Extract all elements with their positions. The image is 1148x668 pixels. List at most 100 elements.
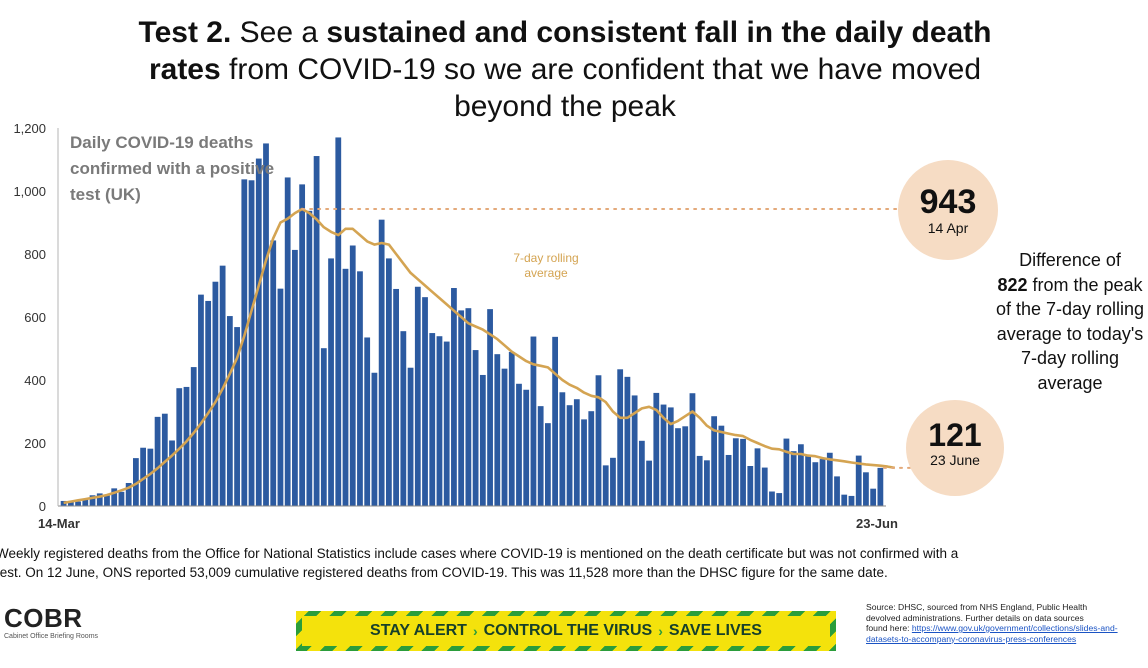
- bar: [183, 386, 190, 506]
- latest-circle: 121 23 June: [906, 400, 1004, 496]
- bar: [133, 458, 139, 506]
- bar: [487, 309, 493, 507]
- bar: [566, 405, 573, 506]
- y-tick-label: 800: [24, 247, 46, 262]
- y-tick-label: 0: [39, 499, 46, 514]
- y-tick-label: 200: [24, 436, 46, 451]
- bar: [732, 438, 739, 506]
- bar: [263, 143, 269, 506]
- bar: [624, 376, 631, 506]
- bar: [610, 457, 616, 506]
- diff-line-2: 822 from the peak: [985, 273, 1148, 298]
- bar: [67, 500, 74, 506]
- bar: [89, 495, 96, 506]
- bar: [530, 336, 537, 506]
- bar: [725, 454, 732, 506]
- bar: [595, 375, 602, 506]
- bar: [465, 308, 472, 506]
- bar: [863, 472, 869, 506]
- bar: [479, 374, 486, 506]
- bar: [689, 393, 696, 506]
- bar: [718, 425, 725, 506]
- bar: [819, 459, 826, 506]
- bar: [385, 258, 392, 506]
- footnote-line-1: Weekly registered deaths from the Office…: [0, 546, 959, 561]
- slogan-stay-alert: STAY ALERT: [370, 622, 467, 639]
- source-line-2: devolved administrations. Further detail…: [866, 612, 1084, 623]
- bar: [653, 392, 660, 506]
- difference-note: Difference of 822 from the peak of the 7…: [985, 248, 1148, 395]
- bar: [400, 331, 407, 506]
- peak-circle: 943 14 Apr: [898, 160, 998, 260]
- bar: [617, 369, 624, 506]
- bar: [198, 294, 204, 506]
- bar: [631, 395, 638, 506]
- bar: [292, 249, 298, 506]
- bar: [711, 416, 718, 506]
- bar: [104, 495, 110, 506]
- bar: [328, 258, 334, 506]
- bar: [805, 454, 811, 506]
- bar: [834, 476, 840, 506]
- diff-line-5: 7-day rolling: [1020, 348, 1120, 368]
- bar: [205, 300, 212, 506]
- source-found-here: found here:: [866, 623, 910, 633]
- bar: [696, 455, 703, 506]
- bar: [826, 452, 833, 506]
- bar: [494, 354, 501, 506]
- bar: [306, 210, 313, 506]
- bar: [443, 341, 450, 506]
- slogan-save-lives: SAVE LIVES: [668, 622, 762, 639]
- chevron-right-icon: ›: [472, 623, 478, 639]
- y-tick-label: 400: [24, 373, 46, 388]
- diff-value: 822: [997, 274, 1028, 295]
- bar: [660, 404, 667, 506]
- bar: [761, 467, 768, 506]
- bar: [320, 348, 327, 506]
- bar: [284, 177, 291, 506]
- bar: [349, 245, 356, 506]
- source-link-2[interactable]: datasets-to-accompany-coronavirus-press-…: [866, 633, 1077, 644]
- slogan-control-virus: CONTROL THE VIRUS: [483, 622, 653, 639]
- bar: [75, 501, 81, 506]
- bar: [378, 219, 385, 507]
- source-link-1[interactable]: https://www.gov.uk/government/collection…: [911, 623, 1118, 633]
- title-emphasis: sustained and consistent fall in the dai…: [148, 16, 992, 86]
- bar: [776, 493, 783, 506]
- bar: [682, 426, 689, 506]
- bar: [313, 156, 320, 506]
- bar: [118, 491, 125, 506]
- bar: [841, 494, 848, 506]
- bar: [436, 336, 443, 506]
- bar: [581, 419, 587, 507]
- bar: [747, 466, 754, 506]
- bar: [552, 336, 559, 506]
- footnote: Weekly registered deaths from the Office…: [0, 544, 1148, 582]
- bar: [393, 288, 399, 506]
- bar: [458, 310, 465, 506]
- bar: [169, 440, 175, 506]
- bar: [754, 448, 761, 506]
- bar: [537, 406, 544, 506]
- bar: [783, 438, 790, 506]
- bar: [797, 444, 804, 506]
- bar: [371, 372, 378, 506]
- bar: [870, 488, 877, 506]
- y-tick-label: 600: [24, 310, 46, 325]
- y-tick-label: 1,000: [13, 184, 46, 199]
- bar: [422, 297, 428, 506]
- bar: [675, 428, 681, 506]
- title-text-1: See a: [231, 16, 327, 49]
- cobr-logo: COBR: [4, 603, 83, 633]
- footnote-line-2: test. On 12 June, ONS reported 53,009 cu…: [0, 565, 888, 580]
- bar: [451, 288, 457, 506]
- slogan-banner: STAY ALERT › CONTROL THE VIRUS › SAVE LI…: [296, 611, 836, 651]
- bar: [508, 351, 515, 506]
- bar: [241, 179, 248, 506]
- bar: [161, 413, 168, 506]
- bar: [667, 407, 674, 506]
- y-tick-label: 1,200: [13, 121, 46, 136]
- bar: [769, 491, 775, 506]
- bar: [472, 350, 479, 506]
- bar: [111, 488, 118, 506]
